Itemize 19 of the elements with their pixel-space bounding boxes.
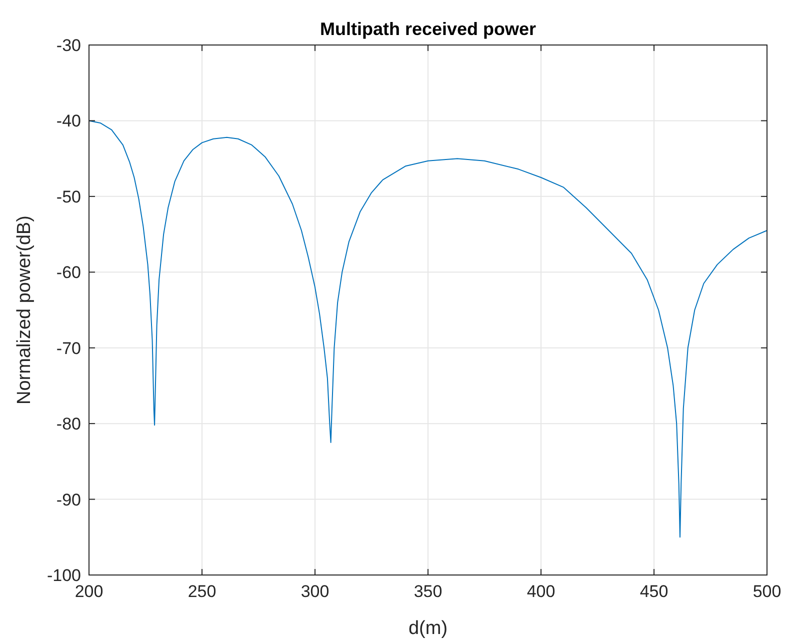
y-tick-label: -40 <box>56 112 81 131</box>
x-tick-label: 400 <box>526 582 556 601</box>
y-tick-label: -100 <box>46 566 81 585</box>
y-tick-label: -50 <box>56 187 81 206</box>
x-tick-label: 200 <box>74 582 104 601</box>
y-axis-title: Normalized power(dB) <box>14 215 35 405</box>
x-tick-label: 500 <box>752 582 782 601</box>
y-tick-label: -90 <box>56 490 81 510</box>
y-tick-label: -60 <box>56 263 81 282</box>
x-axis-title: d(m) <box>408 618 448 639</box>
line-series <box>88 120 768 538</box>
y-tick-label: -80 <box>56 414 81 434</box>
y-tick-label: -30 <box>56 36 81 55</box>
y-tick-label: -70 <box>56 338 81 358</box>
x-tick-label: 350 <box>414 582 442 601</box>
x-tick-label: 300 <box>300 582 330 601</box>
x-tick-label: 250 <box>188 582 216 601</box>
chart-title: Multipath received power <box>320 19 536 39</box>
x-tick-label: 450 <box>640 582 668 601</box>
